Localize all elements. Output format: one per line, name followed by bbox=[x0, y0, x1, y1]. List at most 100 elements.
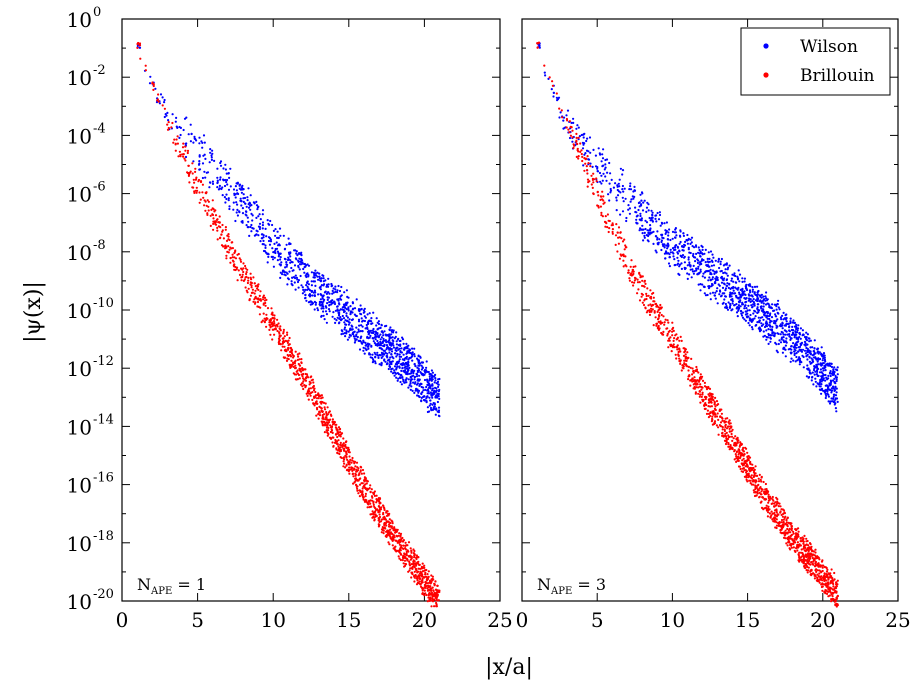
data-point bbox=[720, 281, 724, 284]
data-point bbox=[413, 355, 416, 358]
data-point bbox=[685, 238, 688, 242]
data-point bbox=[794, 346, 797, 349]
data-point bbox=[348, 455, 351, 458]
data-point bbox=[419, 567, 422, 571]
data-point bbox=[695, 365, 698, 369]
data-point bbox=[763, 314, 767, 317]
data-point bbox=[257, 225, 261, 228]
data-point bbox=[812, 360, 815, 363]
data-point bbox=[247, 287, 250, 290]
data-point bbox=[413, 576, 416, 579]
data-point bbox=[316, 307, 319, 310]
data-point bbox=[278, 327, 281, 330]
data-point bbox=[669, 248, 672, 251]
data-point bbox=[211, 152, 214, 155]
data-point bbox=[198, 136, 201, 139]
data-point bbox=[402, 544, 405, 547]
data-point bbox=[277, 341, 280, 344]
data-point bbox=[219, 164, 223, 167]
data-point bbox=[347, 448, 350, 451]
data-point bbox=[765, 335, 768, 339]
data-point bbox=[821, 374, 824, 378]
data-point bbox=[326, 291, 329, 294]
data-point bbox=[253, 292, 256, 295]
data-point bbox=[393, 526, 396, 529]
data-point bbox=[166, 128, 170, 131]
data-point bbox=[687, 378, 690, 381]
data-point bbox=[383, 349, 386, 352]
data-point bbox=[805, 375, 809, 378]
data-point bbox=[430, 574, 433, 577]
data-point bbox=[234, 196, 237, 199]
data-point bbox=[384, 360, 387, 363]
data-point bbox=[297, 252, 300, 255]
data-point bbox=[667, 252, 670, 255]
data-point bbox=[355, 298, 358, 301]
data-point bbox=[208, 161, 211, 164]
data-point bbox=[719, 263, 722, 266]
data-point bbox=[335, 433, 338, 436]
data-point bbox=[413, 382, 416, 385]
data-point bbox=[760, 296, 763, 299]
data-point bbox=[379, 333, 382, 336]
data-point bbox=[724, 295, 728, 298]
data-point bbox=[210, 158, 213, 161]
data-point bbox=[300, 254, 303, 257]
data-point bbox=[371, 353, 374, 356]
data-point bbox=[431, 595, 434, 598]
data-point bbox=[713, 272, 716, 275]
data-point bbox=[699, 283, 702, 286]
data-point bbox=[358, 472, 361, 475]
data-point bbox=[682, 234, 686, 237]
data-point bbox=[730, 279, 733, 282]
data-point bbox=[351, 331, 355, 334]
data-point bbox=[412, 548, 415, 551]
data-point bbox=[748, 324, 751, 327]
data-point bbox=[269, 333, 272, 336]
data-point bbox=[272, 251, 275, 254]
data-point bbox=[173, 138, 176, 141]
data-point bbox=[649, 289, 652, 292]
data-point bbox=[796, 541, 800, 544]
data-point bbox=[324, 402, 327, 405]
data-point bbox=[317, 278, 320, 281]
data-point bbox=[411, 359, 414, 362]
data-point bbox=[681, 249, 684, 252]
data-point bbox=[334, 309, 337, 312]
data-point bbox=[271, 338, 274, 341]
data-point bbox=[833, 366, 836, 369]
data-point bbox=[374, 510, 377, 513]
data-point bbox=[249, 281, 252, 284]
data-point bbox=[833, 389, 837, 392]
data-point bbox=[409, 382, 412, 385]
data-point bbox=[332, 287, 335, 290]
data-point bbox=[621, 173, 624, 176]
data-point bbox=[805, 540, 808, 543]
data-point bbox=[371, 510, 374, 513]
data-point bbox=[674, 231, 678, 234]
data-point bbox=[182, 128, 185, 132]
data-point bbox=[385, 348, 388, 351]
data-point bbox=[376, 351, 379, 354]
data-point bbox=[760, 322, 763, 325]
data-point bbox=[426, 600, 429, 603]
data-point bbox=[608, 182, 611, 185]
data-point bbox=[242, 193, 245, 196]
data-point bbox=[749, 300, 752, 303]
data-point bbox=[358, 310, 361, 313]
data-point bbox=[712, 264, 716, 267]
data-point bbox=[222, 178, 225, 181]
data-point bbox=[414, 365, 417, 368]
data-point bbox=[808, 356, 811, 359]
data-point bbox=[731, 308, 734, 311]
data-point bbox=[582, 136, 585, 139]
data-point bbox=[293, 281, 296, 284]
data-point bbox=[322, 274, 325, 277]
data-point bbox=[322, 307, 325, 310]
data-point bbox=[377, 320, 380, 323]
data-point bbox=[342, 317, 346, 320]
data-point bbox=[774, 332, 777, 335]
data-point bbox=[378, 344, 381, 347]
data-point bbox=[413, 580, 416, 583]
data-point bbox=[313, 273, 316, 276]
